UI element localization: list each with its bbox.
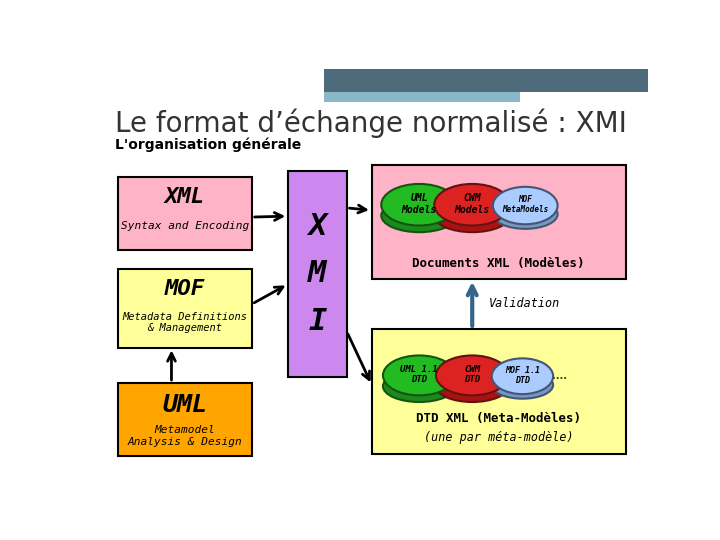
Text: L'organisation générale: L'organisation générale xyxy=(115,138,302,152)
Ellipse shape xyxy=(493,200,557,229)
Ellipse shape xyxy=(493,187,557,224)
Text: Metamodel
Analysis & Design: Metamodel Analysis & Design xyxy=(127,425,242,447)
FancyBboxPatch shape xyxy=(288,171,347,377)
Ellipse shape xyxy=(492,371,553,399)
Text: UML: UML xyxy=(162,393,207,417)
Text: MOF
MetaModels: MOF MetaModels xyxy=(502,195,549,214)
Ellipse shape xyxy=(492,359,553,394)
Ellipse shape xyxy=(383,355,456,395)
Ellipse shape xyxy=(434,184,510,226)
Text: CWM
Models: CWM Models xyxy=(454,193,490,215)
FancyBboxPatch shape xyxy=(118,383,252,456)
Text: CWM
DTD: CWM DTD xyxy=(464,365,480,384)
Ellipse shape xyxy=(382,184,457,226)
Text: (une par méta-modèle): (une par méta-modèle) xyxy=(424,431,574,444)
Text: DTD XML (Meta-Modèles): DTD XML (Meta-Modèles) xyxy=(416,411,581,425)
FancyBboxPatch shape xyxy=(118,177,252,250)
Ellipse shape xyxy=(436,370,508,402)
Text: Le format d’échange normalisé : XMI: Le format d’échange normalisé : XMI xyxy=(115,109,627,138)
Text: Metadata Definitions
& Management: Metadata Definitions & Management xyxy=(122,312,248,333)
Text: UML 1.1
DTD: UML 1.1 DTD xyxy=(400,365,438,384)
Text: Syntax and Encoding: Syntax and Encoding xyxy=(121,221,249,231)
Text: XML: XML xyxy=(165,187,205,207)
Ellipse shape xyxy=(436,355,508,395)
Text: MOF: MOF xyxy=(165,279,205,299)
Text: Documents XML (Modèles): Documents XML (Modèles) xyxy=(413,256,585,269)
Text: ....: .... xyxy=(552,371,567,381)
Text: UML
Models: UML Models xyxy=(402,193,437,215)
Text: Validation: Validation xyxy=(489,298,560,310)
Ellipse shape xyxy=(382,199,457,232)
FancyBboxPatch shape xyxy=(324,69,648,92)
FancyBboxPatch shape xyxy=(372,329,626,454)
Text: MOF 1.1
DTD: MOF 1.1 DTD xyxy=(505,366,540,385)
FancyBboxPatch shape xyxy=(372,165,626,279)
FancyBboxPatch shape xyxy=(324,92,520,102)
FancyBboxPatch shape xyxy=(118,268,252,348)
Ellipse shape xyxy=(383,370,456,402)
Text: X
M
I: X M I xyxy=(308,212,327,336)
Ellipse shape xyxy=(434,199,510,232)
